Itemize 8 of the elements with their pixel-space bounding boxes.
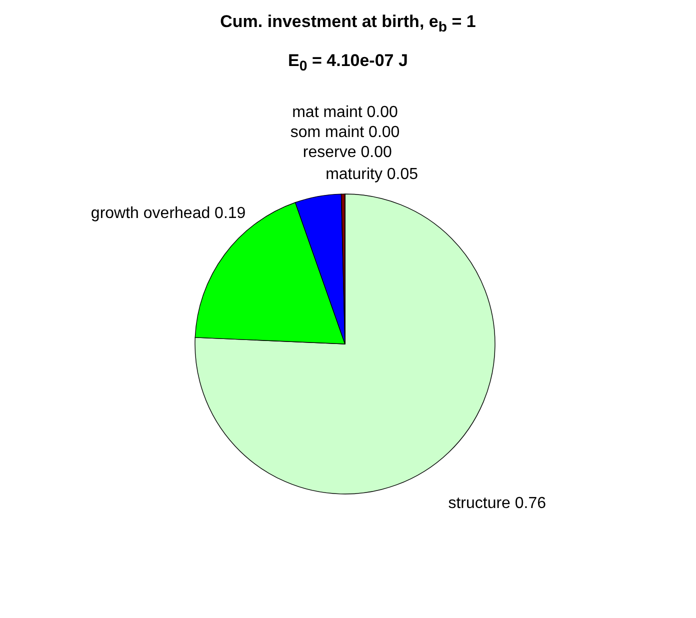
category-label: som maint 0.00	[290, 124, 400, 141]
slice-label: structure 0.76	[448, 494, 546, 512]
chart-subtitle: E$_{0}$ = 4.10e-07 J	[287, 50, 409, 77]
slice-label: growth overhead 0.19	[90, 204, 246, 222]
category-label: mat maint 0.00	[292, 104, 398, 121]
slice-label: reserve 0.00	[302, 144, 392, 161]
chart-title: Cum. investment at birth, e$_{b}$ = 1	[219, 11, 477, 38]
slice-label: maturity 0.05	[326, 166, 418, 183]
